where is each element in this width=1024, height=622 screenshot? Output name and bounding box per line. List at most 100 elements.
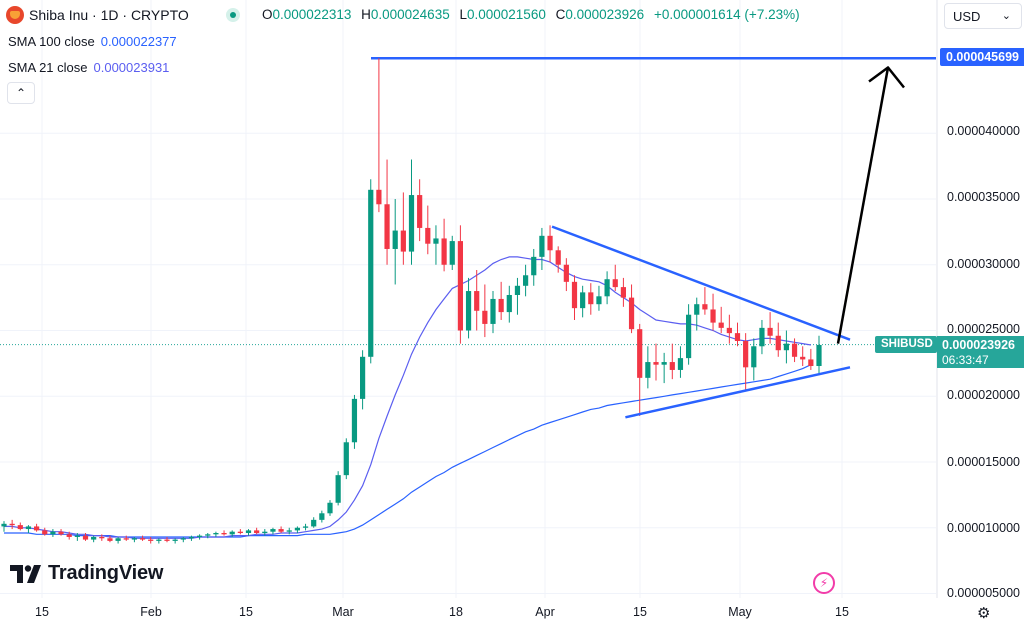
y-tick-label: 0.000015000 xyxy=(947,455,1020,469)
candle-body xyxy=(262,531,268,534)
candle-body xyxy=(539,235,545,257)
high-label: H xyxy=(361,7,371,22)
candle-body xyxy=(726,327,732,334)
candle-body xyxy=(82,535,89,540)
candle-body xyxy=(384,204,390,249)
candle-body xyxy=(751,346,757,368)
candle-body xyxy=(400,230,406,252)
candle-body xyxy=(441,238,447,265)
change-value: +0.000001614 (+7.23%) xyxy=(653,7,800,22)
candle-body xyxy=(759,327,765,347)
candle-body xyxy=(653,362,659,365)
bar-countdown: 06:33:47 xyxy=(942,353,989,367)
y-tick-label: 0.000030000 xyxy=(947,257,1020,271)
y-tick-label: 0.000005000 xyxy=(947,586,1020,600)
candle-body xyxy=(661,362,667,365)
candle-body xyxy=(457,241,463,331)
candle-body xyxy=(498,298,504,313)
lightning-icon[interactable]: ⚡︎ xyxy=(813,572,835,594)
y-tick-label: 0.000035000 xyxy=(947,190,1020,204)
currency-select[interactable]: USD ⌄ xyxy=(944,3,1022,29)
candle-body xyxy=(221,533,227,535)
candle-body xyxy=(482,310,488,324)
candle-body xyxy=(588,292,594,305)
gear-icon[interactable]: ⚙︎ xyxy=(977,605,991,622)
candle-body xyxy=(91,536,97,540)
candle-body xyxy=(490,298,496,324)
x-tick-label: Feb xyxy=(140,605,162,619)
candle-body xyxy=(563,264,569,282)
chevron-down-icon: ⌄ xyxy=(1001,10,1011,22)
candle-body xyxy=(612,279,618,288)
candle-body xyxy=(270,529,276,532)
low-value: 0.000021560 xyxy=(467,7,546,22)
projection-arrow-head xyxy=(868,66,905,89)
candle-body xyxy=(156,539,162,541)
candle-body xyxy=(523,275,529,286)
sma21-line xyxy=(4,256,812,539)
high-value: 0.000024635 xyxy=(370,7,450,22)
indicator-sma21[interactable]: SMA 21 close 0.000023931 xyxy=(8,60,169,75)
symbol-price-tag: SHIBUSD xyxy=(875,336,937,353)
candle-body xyxy=(343,442,349,476)
candle-body xyxy=(547,235,553,251)
candle-body xyxy=(50,531,56,535)
candle-body xyxy=(620,287,626,298)
candle-body xyxy=(408,195,415,252)
candle-body xyxy=(205,534,211,536)
candle-body xyxy=(694,304,700,315)
x-tick-label: 15 xyxy=(35,605,49,619)
candle-body xyxy=(392,230,398,249)
candle-body xyxy=(743,341,749,368)
indicator-sma21-label: SMA 21 close xyxy=(8,60,88,75)
y-tick-label: 0.000010000 xyxy=(947,521,1020,535)
triangle-upper-trendline xyxy=(551,225,851,341)
candle-body xyxy=(9,523,15,526)
candle-body xyxy=(474,291,480,311)
candle-body xyxy=(278,529,284,532)
candle-body xyxy=(677,358,684,370)
candle-body xyxy=(775,335,781,351)
candle-body xyxy=(580,292,586,309)
candle-body xyxy=(702,304,708,310)
candle-body xyxy=(506,294,512,313)
candle-body xyxy=(335,475,341,503)
candle-body xyxy=(376,189,382,205)
candle-body xyxy=(531,256,537,276)
y-tick-label: 0.000040000 xyxy=(947,124,1020,138)
candle-body xyxy=(604,279,610,297)
candle-body xyxy=(34,526,40,531)
tradingview-logo[interactable]: TradingView xyxy=(10,562,163,585)
x-tick-label: 18 xyxy=(449,605,463,619)
x-tick-label: May xyxy=(728,605,752,619)
candle-body xyxy=(360,356,366,399)
candle-body xyxy=(791,343,798,357)
candle-body xyxy=(148,539,154,541)
candle-body xyxy=(286,530,292,532)
candle-body xyxy=(710,309,716,323)
candle-body xyxy=(1,523,7,527)
candle-body xyxy=(66,534,72,537)
open-label: O xyxy=(262,7,273,22)
candle-body xyxy=(368,189,374,357)
candle-body xyxy=(808,359,814,367)
candle-body xyxy=(197,535,203,537)
x-tick-label: 15 xyxy=(633,605,647,619)
x-tick-label: 15 xyxy=(835,605,849,619)
close-value: 0.000023926 xyxy=(565,7,645,22)
candle-body xyxy=(319,513,325,520)
chevron-up-icon: ⌃ xyxy=(15,86,27,100)
candle-body xyxy=(139,538,146,540)
candle-body xyxy=(188,536,195,539)
collapse-indicators-button[interactable]: ⌃ xyxy=(7,82,35,104)
candle-body xyxy=(433,238,439,244)
candle-body xyxy=(107,538,113,541)
symbol-title[interactable]: Shiba Inu · 1D · CRYPTO xyxy=(29,7,189,23)
indicator-sma21-value: 0.000023931 xyxy=(93,60,170,75)
candle-body xyxy=(767,327,773,336)
triangle-lower-trendline xyxy=(625,366,851,419)
sma100-line xyxy=(4,364,812,538)
indicator-sma100[interactable]: SMA 100 close 0.000022377 xyxy=(8,34,177,49)
